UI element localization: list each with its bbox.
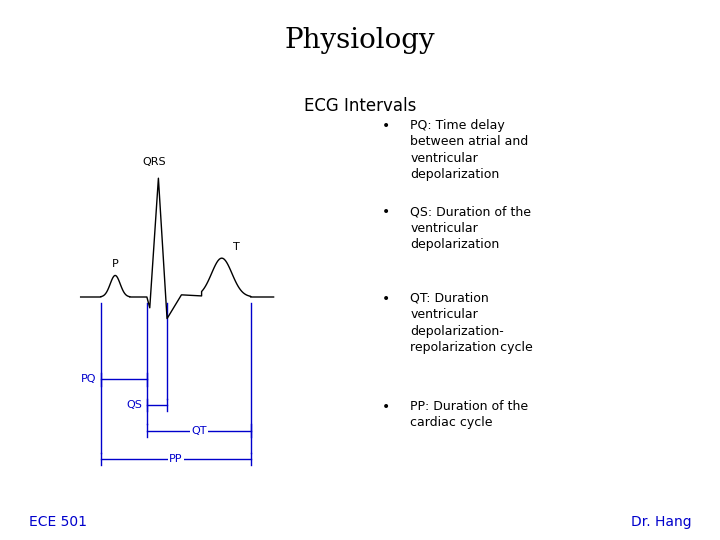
Text: QRS: QRS <box>143 157 166 167</box>
Text: QT: Duration
ventricular
depolarization-
repolarization cycle: QT: Duration ventricular depolarization-… <box>410 292 533 354</box>
Text: Dr. Hang: Dr. Hang <box>631 515 691 529</box>
Text: PP: Duration of the
cardiac cycle: PP: Duration of the cardiac cycle <box>410 400 528 429</box>
Text: QT: QT <box>191 426 207 436</box>
Text: T: T <box>233 241 240 252</box>
Text: PQ: PQ <box>81 374 96 384</box>
Text: •: • <box>382 400 390 414</box>
Text: •: • <box>382 292 390 306</box>
Text: ECE 501: ECE 501 <box>29 515 87 529</box>
Text: Physiology: Physiology <box>284 27 436 54</box>
Text: PQ: Time delay
between atrial and
ventricular
depolarization: PQ: Time delay between atrial and ventri… <box>410 119 528 181</box>
Text: QS: Duration of the
ventricular
depolarization: QS: Duration of the ventricular depolari… <box>410 205 531 251</box>
Text: QS: QS <box>127 400 143 410</box>
Text: •: • <box>382 205 390 219</box>
Text: •: • <box>382 119 390 133</box>
Text: ECG Intervals: ECG Intervals <box>304 97 416 115</box>
Text: PP: PP <box>169 454 182 464</box>
Text: P: P <box>112 259 119 269</box>
